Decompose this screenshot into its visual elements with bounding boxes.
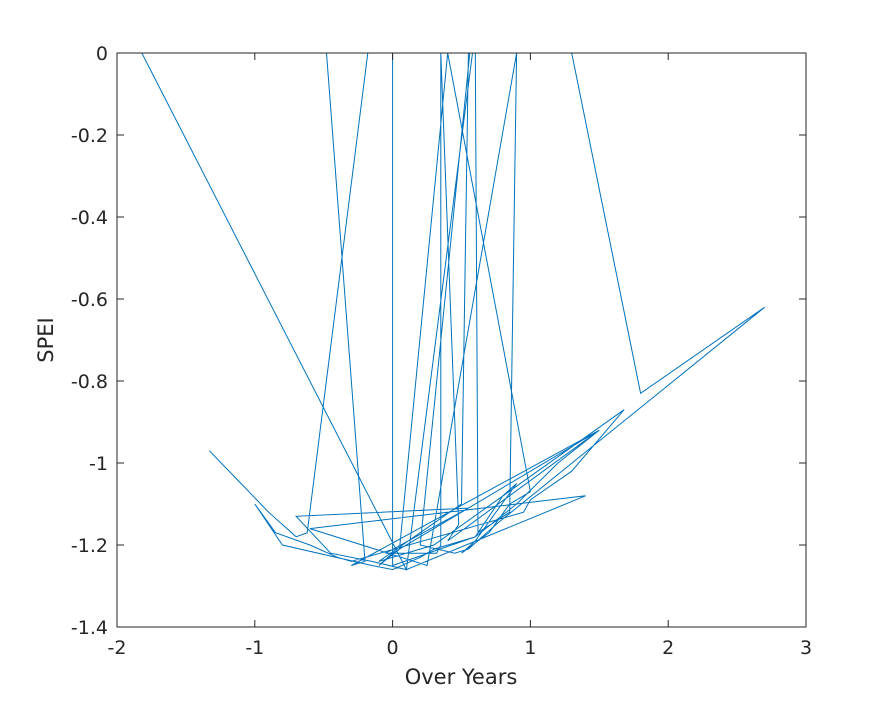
x-tick-label: 1 [524, 637, 536, 659]
axes-box [116, 52, 807, 628]
y-tick-label: -0.4 [71, 207, 108, 229]
y-axis: 0 -0.2 -0.4 -0.6 -0.8 -1 -1.2 -1.4 [71, 43, 806, 639]
series-line-1 [141, 53, 766, 571]
x-tick-label: 0 [387, 637, 399, 659]
y-tick-label: -1 [89, 453, 108, 475]
x-tick-label: -2 [108, 637, 127, 659]
y-tick-label: -0.2 [71, 125, 108, 147]
x-axis-label: Over Years [405, 665, 518, 689]
y-tick-label: 0 [96, 43, 108, 65]
y-axis-label: SPEI [34, 317, 58, 362]
y-tick-label: -0.6 [71, 289, 108, 311]
x-axis: -2 -1 0 1 2 3 [108, 53, 812, 659]
x-tick-label: 3 [800, 637, 812, 659]
x-tick-label: -1 [245, 637, 264, 659]
x-tick-label: 2 [662, 637, 674, 659]
y-tick-label: -1.4 [71, 617, 108, 639]
y-tick-label: -1.2 [71, 535, 108, 557]
y-tick-label: -0.8 [71, 371, 108, 393]
plot-area [116, 52, 807, 628]
series-layer [141, 53, 766, 571]
